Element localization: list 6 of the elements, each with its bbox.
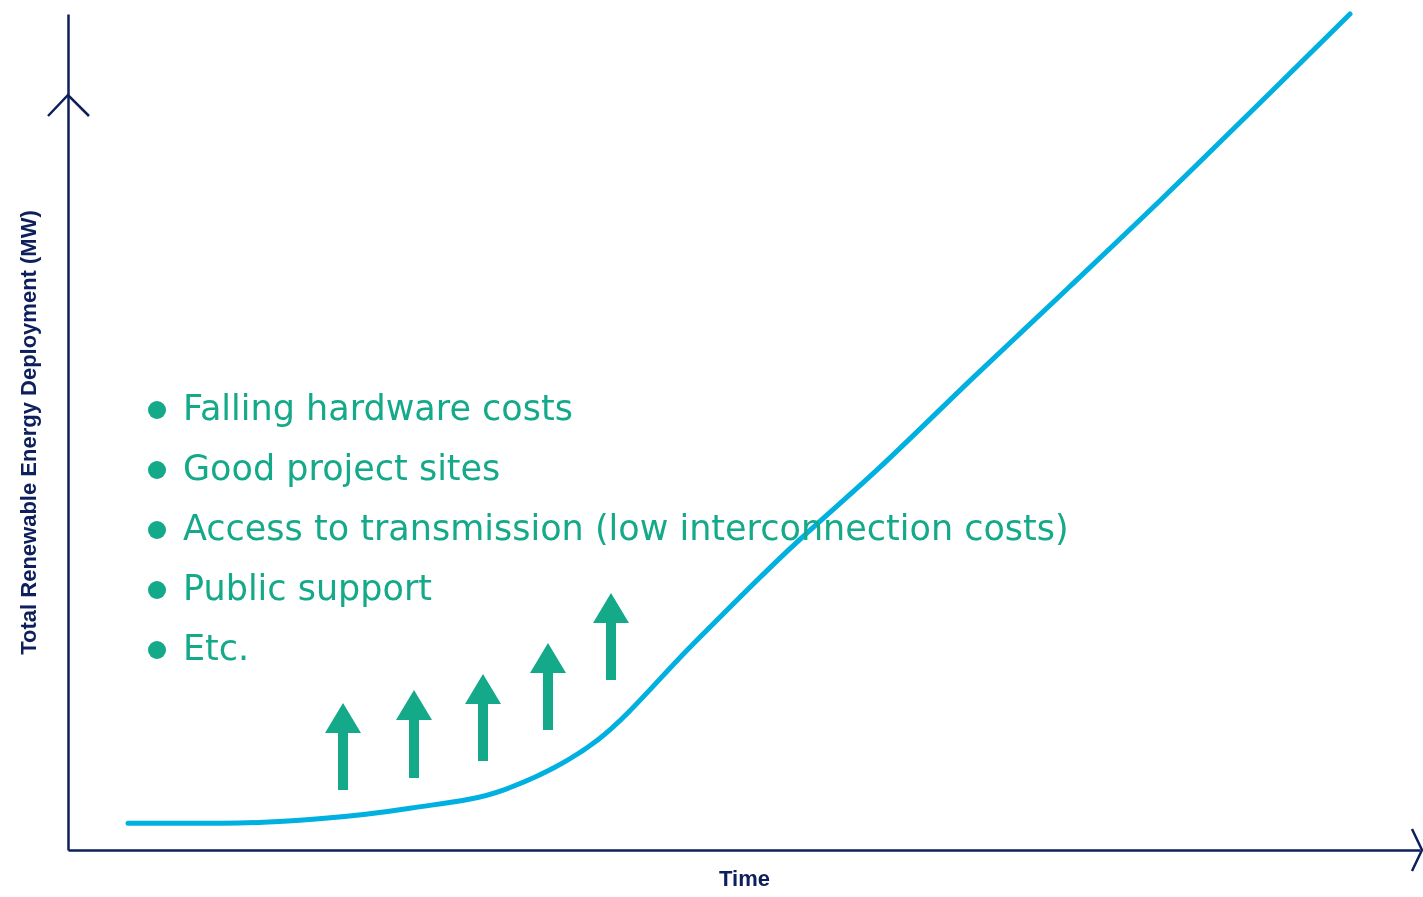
annotation: Etc. [183,628,250,668]
x-axis-title: Time [719,865,770,891]
annotation: Good project sites [183,448,501,488]
annotation: Falling hardware costs [183,388,573,428]
annotation: Public support [183,568,433,608]
y-axis-title: Total Renewable Energy Deployment (MW) [15,210,41,655]
